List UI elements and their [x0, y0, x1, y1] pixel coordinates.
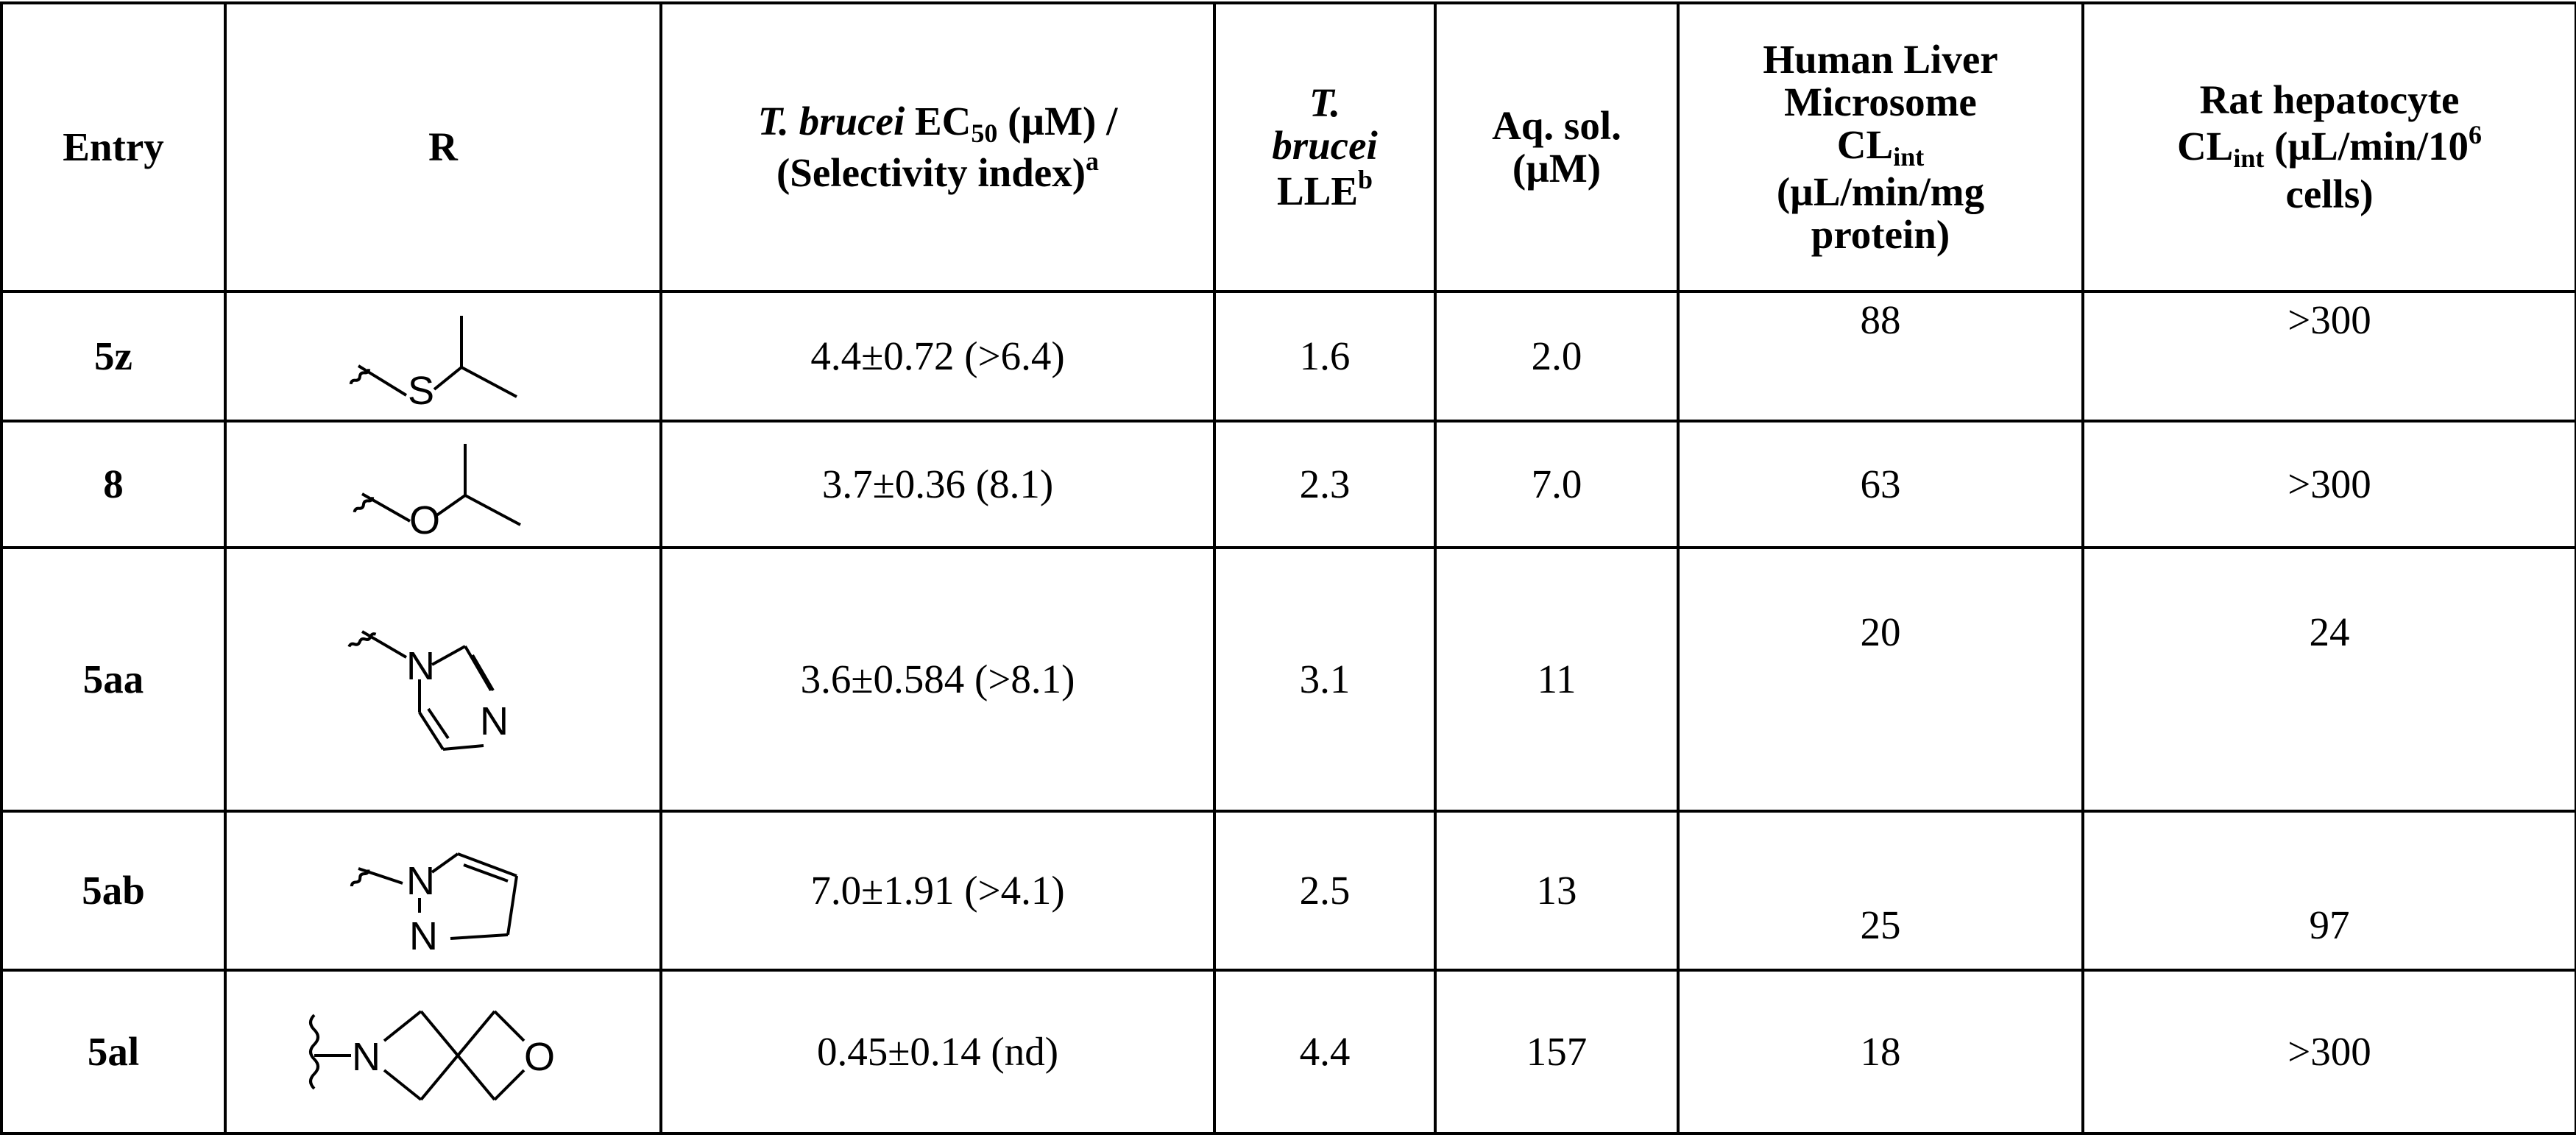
- header-row: Entry R T. brucei EC50 (µM) / (Selectivi…: [0, 1, 2576, 293]
- rat-cell: >300: [2081, 290, 2576, 422]
- lle-cell: 2.5: [1213, 810, 1437, 972]
- r-cell: N N: [224, 546, 662, 813]
- atom-label: N: [480, 699, 509, 743]
- table-row: 5al N O 0.45±0.14 (nd) 4.4: [0, 969, 2576, 1135]
- solubility-cell: 2.0: [1434, 290, 1680, 422]
- rat-cell: 24: [2081, 546, 2576, 813]
- table-row: 5ab N N 7.0±1.91 (>4.1) 2.5 13 25: [0, 810, 2576, 972]
- entry-cell: 5ab: [0, 810, 227, 972]
- r-cell: S: [224, 290, 662, 422]
- hlm-cell: 88: [1677, 290, 2084, 422]
- rat-cell: 97: [2081, 810, 2576, 972]
- entry-cell: 5aa: [0, 546, 227, 813]
- oxa-azaspiro-structure-icon: N O: [309, 1010, 555, 1101]
- lle-cell: 4.4: [1213, 969, 1437, 1135]
- hlm-cell: 18: [1677, 969, 2084, 1135]
- lle-cell: 3.1: [1213, 546, 1437, 813]
- entry-cell: 5z: [0, 290, 227, 422]
- r-cell: O: [224, 420, 662, 549]
- table-row: 5aa N N 3.6±0.584 (>8.1) 3.1 11: [0, 546, 2576, 813]
- pyrazolyl-structure-icon: N N: [350, 852, 518, 953]
- isopropoxy-structure-icon: O: [353, 444, 521, 540]
- header-rat-hepatocyte: Rat hepatocyte CLint (µL/min/106 cells): [2081, 1, 2576, 293]
- header-lle: T. brucei LLEb: [1213, 1, 1437, 293]
- imidazolyl-structure-icon: N N: [347, 630, 509, 751]
- rat-cell: >300: [2081, 420, 2576, 549]
- hlm-cell: 25: [1677, 810, 2084, 972]
- atom-label: N: [406, 859, 435, 903]
- header-entry: Entry: [0, 1, 227, 293]
- entry-cell: 5al: [0, 969, 227, 1135]
- header-ec50: T. brucei EC50 (µM) / (Selectivity index…: [659, 1, 1216, 293]
- atom-label: O: [409, 498, 440, 540]
- solubility-cell: 13: [1434, 810, 1680, 972]
- ec50-cell: 0.45±0.14 (nd): [659, 969, 1216, 1135]
- isopropylthio-structure-icon: S: [349, 316, 517, 411]
- atom-label: N: [352, 1035, 381, 1079]
- ec50-cell: 3.7±0.36 (8.1): [659, 420, 1216, 549]
- lle-cell: 1.6: [1213, 290, 1437, 422]
- header-solubility: Aq. sol. (µM): [1434, 1, 1680, 293]
- ec50-cell: 4.4±0.72 (>6.4): [659, 290, 1216, 422]
- hlm-cell: 20: [1677, 546, 2084, 813]
- lle-cell: 2.3: [1213, 420, 1437, 549]
- header-r: R: [224, 1, 662, 293]
- r-cell: N N: [224, 810, 662, 972]
- ec50-cell: 7.0±1.91 (>4.1): [659, 810, 1216, 972]
- solubility-cell: 157: [1434, 969, 1680, 1135]
- hlm-cell: 63: [1677, 420, 2084, 549]
- table-row: 8 O 3.7±0.36 (8.1) 2.3 7.0 63 >300: [0, 420, 2576, 549]
- header-hlm: Human Liver Microsome CLint (µL/min/mg pro…: [1677, 1, 2084, 293]
- atom-label: N: [406, 644, 435, 688]
- r-cell: N O: [224, 969, 662, 1135]
- ec50-cell: 3.6±0.584 (>8.1): [659, 546, 1216, 813]
- solubility-cell: 7.0: [1434, 420, 1680, 549]
- solubility-cell: 11: [1434, 546, 1680, 813]
- rat-cell: >300: [2081, 969, 2576, 1135]
- atom-label: O: [524, 1035, 555, 1079]
- atom-label: S: [408, 369, 434, 411]
- table-row: 5z S 4.4±0.72 (>6.4) 1.6 2.0 88 >300: [0, 290, 2576, 422]
- entry-cell: 8: [0, 420, 227, 549]
- atom-label: N: [409, 914, 438, 953]
